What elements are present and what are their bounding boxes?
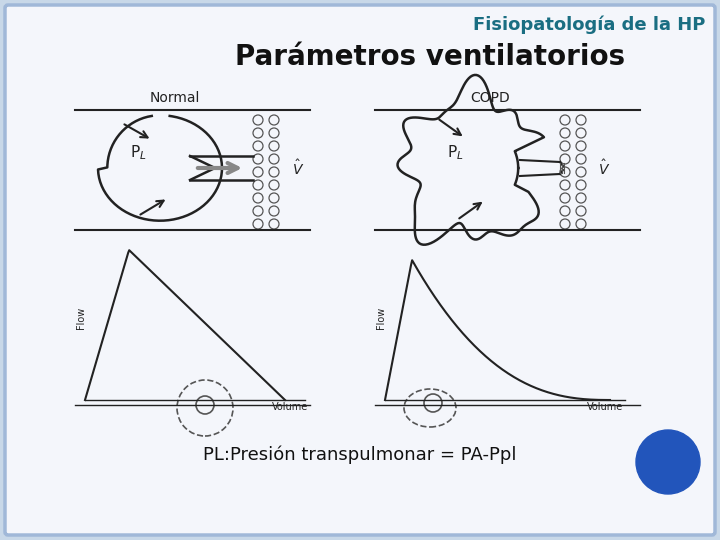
Text: COPD: COPD bbox=[470, 91, 510, 105]
Text: Normal: Normal bbox=[150, 91, 200, 105]
Circle shape bbox=[636, 430, 700, 494]
Text: Parámetros ventilatorios: Parámetros ventilatorios bbox=[235, 43, 625, 71]
Text: Fisiopatología de la HP: Fisiopatología de la HP bbox=[472, 15, 705, 33]
FancyBboxPatch shape bbox=[5, 5, 715, 535]
Text: PL:Presión transpulmonar = PA-Ppl: PL:Presión transpulmonar = PA-Ppl bbox=[203, 446, 517, 464]
Text: Volume: Volume bbox=[587, 402, 623, 412]
Text: Flow: Flow bbox=[76, 306, 86, 329]
Text: $\hat{V}$: $\hat{V}$ bbox=[598, 158, 611, 178]
Text: Volume: Volume bbox=[272, 402, 308, 412]
Text: Flow: Flow bbox=[376, 306, 386, 329]
Text: P$_L$: P$_L$ bbox=[446, 144, 463, 163]
Text: P$_L$: P$_L$ bbox=[130, 144, 146, 163]
Text: $\hat{V}$: $\hat{V}$ bbox=[292, 158, 305, 178]
